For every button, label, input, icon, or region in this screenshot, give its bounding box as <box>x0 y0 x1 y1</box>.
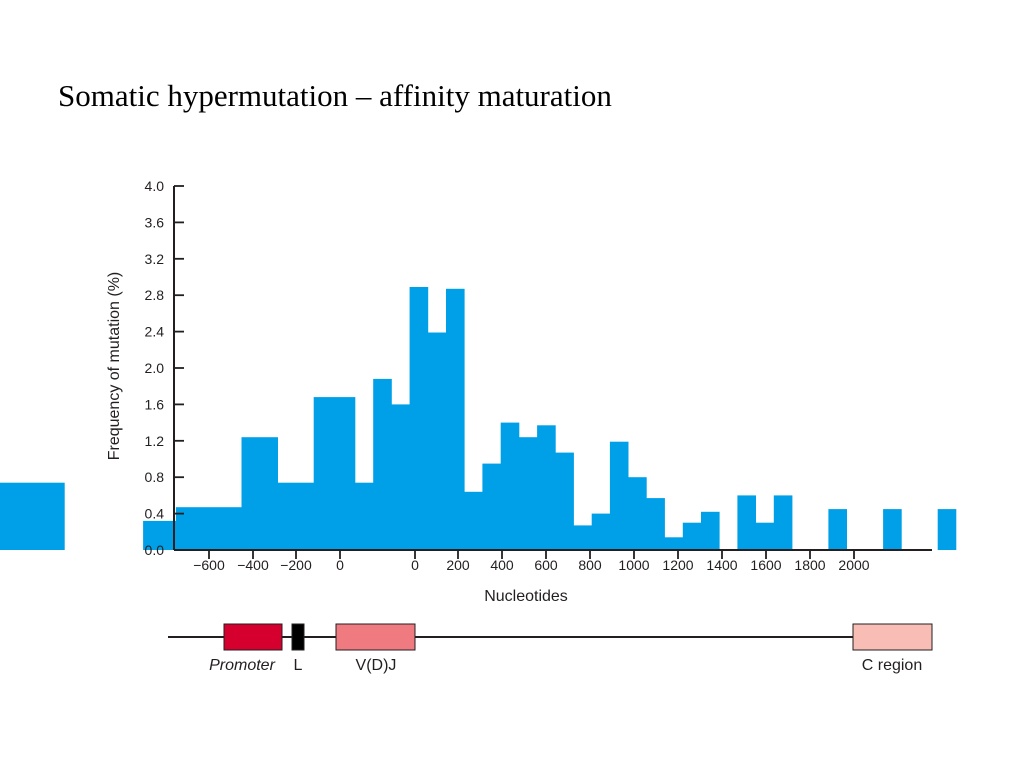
x-tick-label: −400 <box>237 557 269 573</box>
promoter-region-box <box>223 623 283 651</box>
y-tick-label: 3.2 <box>145 251 165 267</box>
histogram-bar <box>409 287 429 550</box>
histogram-bar <box>313 397 356 550</box>
x-tick-label: −600 <box>193 557 225 573</box>
histogram-bar <box>555 452 574 550</box>
histogram-bar <box>464 491 483 550</box>
histogram-bar <box>591 513 611 550</box>
x-tick-label: 0 <box>411 557 419 573</box>
y-tick-label: 2.0 <box>145 360 165 376</box>
y-tick-label: 3.6 <box>145 214 165 230</box>
y-tick-label: 0.4 <box>145 506 165 522</box>
histogram-bar <box>0 482 65 550</box>
histogram-bar <box>241 437 278 550</box>
histogram-bar <box>828 509 847 550</box>
histogram-bar <box>646 498 665 550</box>
histogram-bar <box>609 441 629 550</box>
histogram-bar <box>518 437 538 550</box>
histogram-bar <box>391 404 410 550</box>
histogram-bar <box>446 288 465 550</box>
histogram-bar <box>937 509 957 550</box>
x-tick-label: 200 <box>446 557 470 573</box>
histogram-bar <box>482 463 501 550</box>
histogram-bar <box>500 422 520 550</box>
y-tick-label: 4.0 <box>145 178 165 194</box>
x-tick-label: 600 <box>534 557 558 573</box>
vdj-region-box <box>335 623 416 651</box>
histogram-bar <box>277 482 315 550</box>
histogram-bar <box>143 520 177 550</box>
x-tick-label: 2000 <box>838 557 869 573</box>
histogram-bar <box>682 522 702 550</box>
histogram-bar <box>773 495 793 550</box>
chart-axes: 0.0 0.4 0.8 1.2 1.6 2.0 2.4 2.8 3.2 3.6 4.0 −600 −40… <box>145 178 932 573</box>
histogram-bars <box>0 287 957 550</box>
histogram-bar <box>664 537 684 550</box>
histogram-bar <box>427 332 447 550</box>
promoter-region-label: Promoter <box>209 657 275 674</box>
y-tick-label: 2.4 <box>145 324 165 340</box>
histogram-bar <box>737 495 756 550</box>
gene-map: Promoter L V(D)J C region <box>168 623 933 674</box>
vdj-region-label: V(D)J <box>356 657 397 674</box>
histogram-bar <box>628 477 647 550</box>
x-tick-label: 400 <box>490 557 514 573</box>
x-tick-label: 1800 <box>794 557 825 573</box>
leader-region-box <box>291 623 305 651</box>
y-tick-label: 0.8 <box>145 469 165 485</box>
leader-region-label: L <box>294 657 303 674</box>
histogram-bar <box>883 509 902 550</box>
x-tick-label: 800 <box>578 557 602 573</box>
x-axis-label: Nucleotides <box>484 588 568 605</box>
histogram-bar <box>573 525 593 550</box>
x-tick-label: 0 <box>336 557 344 573</box>
x-tick-label: 1600 <box>750 557 781 573</box>
y-tick-label: 0.0 <box>145 542 165 558</box>
x-tick-label: 1200 <box>662 557 693 573</box>
x-tick-label: −200 <box>280 557 312 573</box>
histogram-bar <box>355 482 374 550</box>
histogram-bar <box>701 511 720 550</box>
slide-title: Somatic hypermutation – affinity maturat… <box>58 78 612 113</box>
histogram-bar <box>755 522 775 550</box>
histogram-bar <box>373 378 392 550</box>
x-tick-label: 1400 <box>706 557 737 573</box>
x-tick-label: 1000 <box>618 557 649 573</box>
c-region-box <box>852 623 933 651</box>
y-axis-label: Frequency of mutation (%) <box>106 272 123 461</box>
y-tick-label: 2.8 <box>145 287 165 303</box>
y-tick-label: 1.2 <box>145 433 165 449</box>
y-tick-label: 1.6 <box>145 396 165 412</box>
histogram-bar <box>537 425 556 550</box>
c-region-label: C region <box>862 657 922 674</box>
histogram-bar <box>175 507 242 550</box>
